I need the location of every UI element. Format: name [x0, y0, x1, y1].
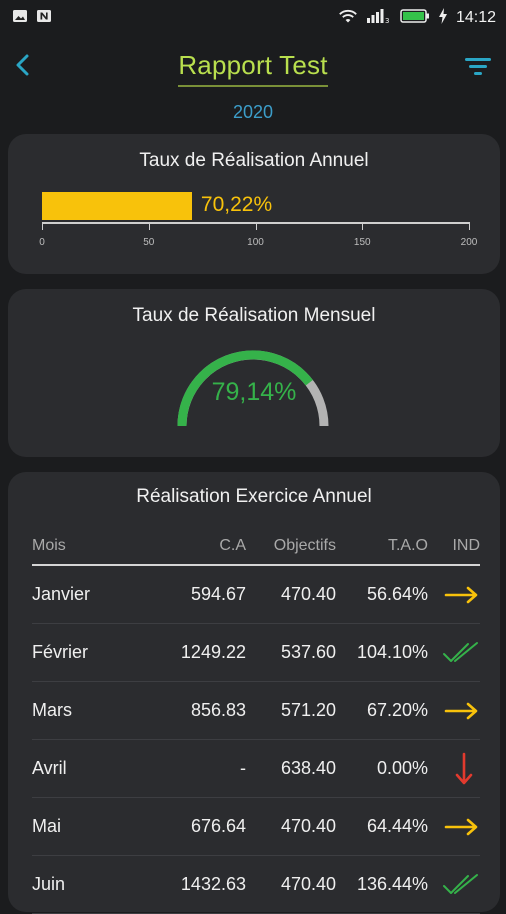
arrow-down-icon — [428, 752, 480, 786]
cell-ca: 1432.63 — [180, 874, 246, 894]
axis-tick-label: 200 — [460, 237, 478, 248]
exercise-table-card: Réalisation Exercice Annuel Mois C.A Obj… — [8, 472, 500, 914]
cell-ca: 1249.22 — [180, 642, 246, 662]
app-bar: Rapport Test 2020 — [0, 36, 506, 128]
cell-mois: Janvier — [32, 584, 91, 604]
table-row[interactable]: Janvier 594.67 470.40 56.64% — [32, 566, 480, 624]
chevron-left-icon — [14, 53, 32, 82]
cell-ca: 676.64 — [190, 816, 246, 836]
table-row[interactable]: Avril - 638.40 0.00% — [32, 740, 480, 798]
year-label[interactable]: 2020 — [232, 102, 274, 122]
charging-icon — [438, 7, 448, 29]
column-header-ca: C.A — [219, 537, 246, 554]
column-header-tao: T.A.O — [387, 537, 428, 554]
cell-mois: Mai — [32, 816, 62, 836]
table-row[interactable]: Mai 676.64 470.40 64.44% — [32, 798, 480, 856]
svg-text:3: 3 — [385, 17, 389, 24]
column-header-ind: IND — [452, 537, 480, 554]
cell-objectif: 537.60 — [280, 642, 336, 662]
cell-mois: Avril — [32, 758, 67, 778]
annual-bar-fill — [42, 192, 192, 220]
cell-tao: 104.10% — [356, 642, 428, 662]
image-icon — [12, 9, 28, 28]
table-row[interactable]: Mars 856.83 571.20 67.20% — [32, 682, 480, 740]
axis-tick — [42, 222, 43, 230]
cell-tao: 56.64% — [366, 584, 428, 604]
cell-tao: 67.20% — [366, 700, 428, 720]
filter-button[interactable] — [462, 54, 494, 82]
table-row[interactable]: Juin 1432.63 470.40 136.44% — [32, 856, 480, 914]
cell-mois: Juin — [32, 874, 66, 894]
exercise-table-title: Réalisation Exercice Annuel — [136, 486, 372, 507]
cell-tao: 0.00% — [376, 758, 428, 778]
arrow-right-icon — [428, 585, 480, 605]
cell-ca: 594.67 — [190, 584, 246, 604]
gauge-fill — [177, 350, 313, 427]
annual-rate-card: Taux de Réalisation Annuel 70,22% 0 50 100… — [8, 134, 500, 274]
double-check-icon — [428, 873, 480, 897]
cell-objectif: 470.40 — [280, 816, 336, 836]
axis-tick — [148, 222, 150, 230]
arrow-right-icon — [428, 817, 480, 837]
axis-tick — [255, 222, 257, 230]
cell-ca: - — [240, 758, 246, 778]
arrow-right-icon — [428, 701, 480, 721]
annual-bar-chart: 70,22% 0 50 100 150 200 — [34, 192, 477, 252]
battery-icon — [400, 8, 430, 29]
table-header: Mois C.A Objectifs T.A.O IND — [32, 528, 480, 566]
signal-icon: 3 — [366, 8, 392, 29]
column-header-objectifs: Objectifs — [273, 537, 336, 554]
exercise-table: Mois C.A Objectifs T.A.O IND Janvier 594.… — [32, 528, 480, 914]
monthly-gauge — [177, 350, 329, 427]
monthly-gauge-value: 79,14% — [211, 378, 297, 406]
wifi-icon — [338, 8, 358, 29]
cell-objectif: 571.20 — [280, 700, 336, 720]
cell-tao: 64.44% — [366, 816, 428, 836]
column-header-mois: Mois — [32, 537, 66, 554]
monthly-rate-card: Taux de Réalisation Mensuel 79,14% — [8, 289, 500, 457]
notification-n-icon — [36, 9, 52, 28]
annual-bar-value: 70,22% — [200, 193, 273, 216]
axis-tick-label: 150 — [353, 237, 371, 248]
status-time: 14:12 — [455, 9, 496, 26]
cell-tao: 136.44% — [356, 874, 428, 894]
status-bar: 3 14:12 — [0, 0, 506, 36]
axis-tick-label: 0 — [39, 237, 45, 248]
cell-mois: Mars — [32, 700, 72, 720]
page-title: Rapport Test — [178, 50, 328, 87]
annual-rate-title: Taux de Réalisation Annuel — [139, 150, 369, 171]
filter-icon — [464, 55, 492, 82]
cell-ca: 856.83 — [190, 700, 246, 720]
cell-mois: Février — [32, 642, 89, 662]
axis-tick-label: 50 — [143, 237, 155, 248]
back-button[interactable] — [10, 50, 36, 84]
cell-objectif: 470.40 — [280, 584, 336, 604]
axis-tick — [469, 222, 470, 230]
cell-objectif: 638.40 — [280, 758, 336, 778]
axis-tick — [362, 222, 364, 230]
table-row[interactable]: Février 1249.22 537.60 104.10% — [32, 624, 480, 682]
monthly-rate-title: Taux de Réalisation Mensuel — [132, 305, 376, 326]
cell-objectif: 470.40 — [280, 874, 336, 894]
axis-tick-label: 100 — [247, 237, 264, 248]
double-check-icon — [428, 641, 480, 665]
